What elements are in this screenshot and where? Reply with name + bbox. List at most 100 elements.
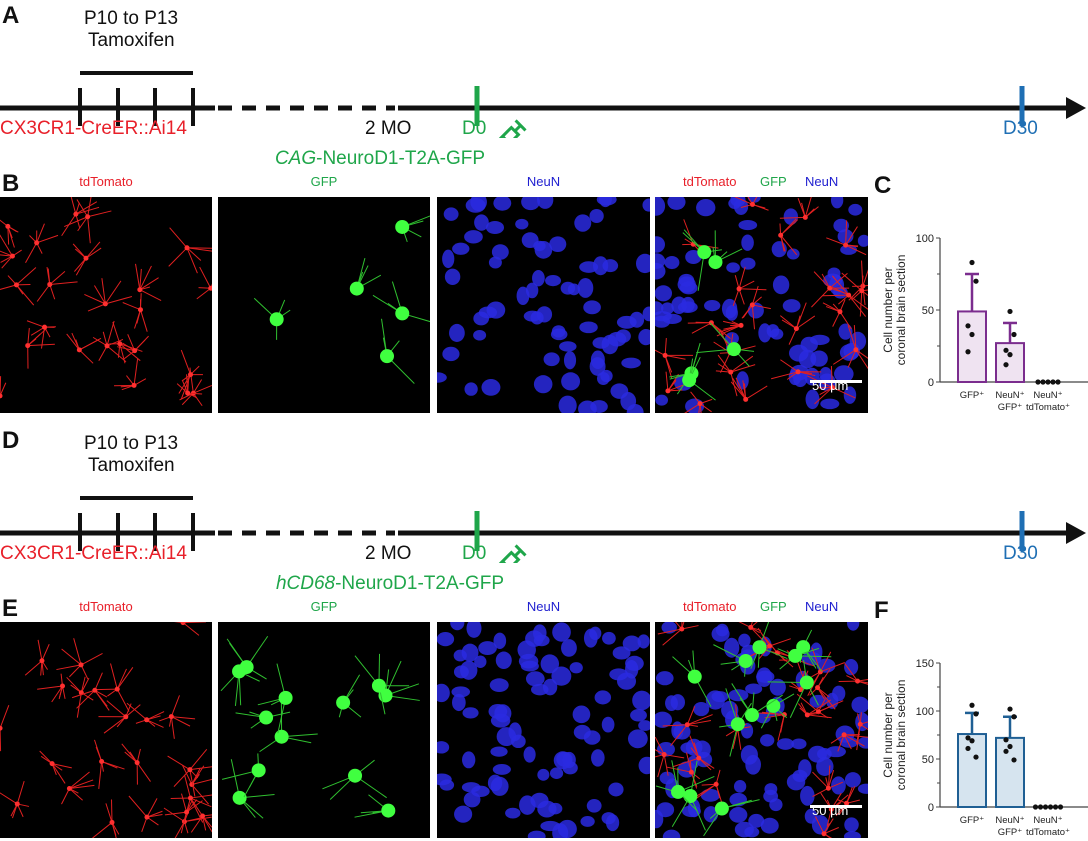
microglia (76, 347, 82, 353)
microglia (841, 732, 847, 738)
microglia-process (173, 769, 191, 787)
virus-label: CAG-NeuroD1-T2A-GFP (170, 148, 590, 170)
nucleus (642, 306, 650, 322)
microglia-process (780, 359, 799, 373)
nucleus (569, 662, 583, 674)
nucleus (621, 357, 641, 369)
nucleus (452, 242, 470, 255)
microglia-process (16, 284, 35, 306)
gfp-neuron (726, 342, 741, 357)
microglia-process (51, 763, 66, 784)
nucleus (798, 759, 812, 778)
microglia-process (183, 622, 206, 624)
nucleus (521, 232, 539, 249)
microglia-process (25, 242, 38, 264)
nucleus (511, 734, 526, 749)
nucleus (655, 262, 666, 280)
microglia-process (674, 622, 683, 630)
tamoxifen-window: P10 to P13 (84, 433, 179, 454)
nucleus (536, 306, 553, 323)
nucleus (662, 829, 681, 838)
nucleus (609, 668, 629, 681)
microglia-process (796, 693, 819, 713)
microglia (828, 806, 834, 812)
microglia-process (139, 268, 142, 290)
nucleus (561, 372, 581, 391)
microglia-process (183, 774, 191, 799)
microglia-process (116, 667, 134, 690)
microglia-process (826, 809, 832, 827)
microglia-process (39, 750, 53, 764)
microglia (793, 326, 799, 332)
microglia-process (807, 714, 832, 719)
microglia (860, 283, 866, 289)
microglia (78, 662, 84, 668)
microglia (855, 678, 861, 684)
microglia-process (687, 714, 713, 726)
microglia-process (664, 754, 685, 759)
nucleus (486, 301, 506, 319)
microglia-process (752, 304, 771, 310)
microglia-process (111, 822, 117, 838)
scale-bar (810, 805, 862, 808)
microglia (748, 624, 754, 630)
microglia-process (823, 833, 832, 838)
microglia (697, 401, 703, 407)
microglia-process (698, 757, 715, 769)
microglia-process (796, 315, 816, 330)
microglia-process (845, 220, 848, 246)
microglia (137, 307, 143, 313)
microglia (688, 769, 694, 775)
d0-label: D0 (462, 118, 487, 139)
microglia-process (821, 273, 831, 289)
nucleus (558, 395, 577, 413)
panel-label: B (2, 170, 20, 197)
promoter: CAG (274, 148, 317, 169)
nucleus (586, 798, 602, 813)
nucleus (561, 639, 577, 657)
tamoxifen-window: P10 to P13 (84, 8, 179, 29)
nucleus (786, 248, 800, 260)
microglia-process (74, 257, 87, 272)
nucleus (525, 282, 539, 299)
age-label: 2 MO (365, 118, 412, 139)
d0-label: D0 (462, 543, 487, 564)
microglia (844, 800, 850, 806)
microglia-process (87, 216, 91, 244)
microglia (804, 712, 810, 718)
microglia-process (104, 280, 122, 305)
microglia-process (739, 288, 767, 291)
nucleus (533, 634, 550, 647)
microglia-process (848, 294, 868, 310)
microglia-process (163, 807, 185, 823)
merge-label: tdTomato (683, 599, 737, 614)
nucleus (493, 632, 507, 650)
nucleus (601, 716, 615, 733)
microglia (713, 781, 719, 787)
microglia-process (164, 811, 187, 816)
y-tick-label: 0 (928, 377, 934, 389)
nucleus (630, 708, 647, 722)
microglia-process (814, 387, 833, 405)
microglia-process (180, 811, 188, 834)
x-tick-label: NeuN⁺ (995, 390, 1024, 401)
data-point (1007, 706, 1013, 712)
nucleus (490, 746, 508, 757)
bar (995, 342, 1025, 383)
microglia-process (87, 210, 112, 218)
nucleus (485, 220, 505, 235)
y-tick-label: 100 (916, 233, 934, 245)
microglia-process (49, 270, 66, 285)
nucleus (589, 626, 602, 641)
gfp-neuron (232, 664, 247, 679)
nucleus (756, 670, 775, 683)
microglia-process (788, 328, 797, 345)
microglia-process (186, 247, 202, 261)
nucleus (655, 671, 674, 686)
microglia-process (49, 284, 56, 300)
microglia-process (36, 223, 45, 243)
nucleus (655, 236, 665, 253)
microglia (684, 722, 690, 728)
data-point (1003, 347, 1009, 353)
microglia-process (170, 695, 180, 717)
